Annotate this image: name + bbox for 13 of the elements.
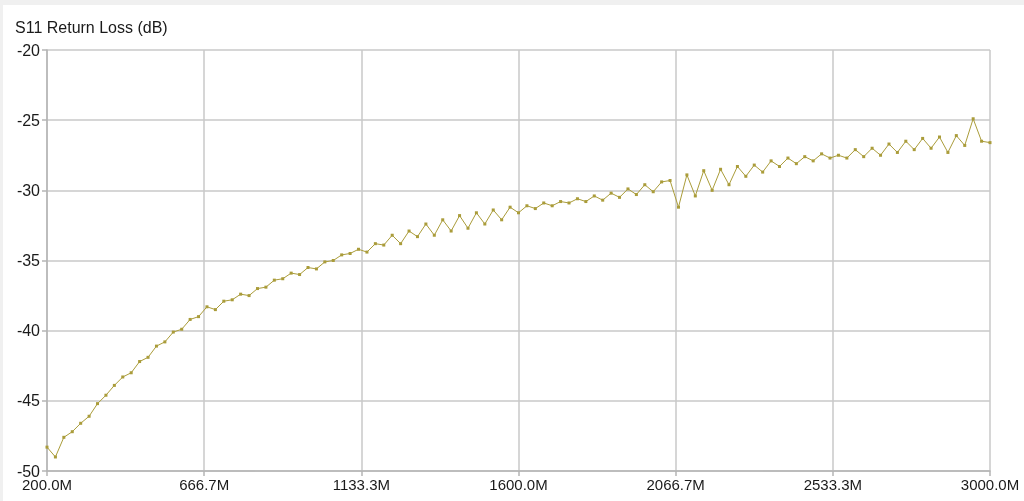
y-axis-title: S11 Return Loss (dB) xyxy=(15,18,168,36)
x-tick-label: 2533.3M xyxy=(803,476,863,493)
x-tick-label: 3000.0M xyxy=(960,476,1020,493)
y-tick-label: -40 xyxy=(16,322,41,340)
x-tick-label: 666.7M xyxy=(179,476,230,493)
y-tick-label: -35 xyxy=(16,252,41,269)
y-tick-label: -20 xyxy=(16,41,41,59)
y-tick-label: -25 xyxy=(16,111,41,129)
y-tick-label: -30 xyxy=(16,181,41,199)
x-tick-label: 1600.0M xyxy=(489,476,548,493)
y-tick-label: -45 xyxy=(16,392,41,410)
x-tick-label: 2066.7M xyxy=(646,476,705,493)
x-tick-label: 1133.3M xyxy=(332,476,390,493)
